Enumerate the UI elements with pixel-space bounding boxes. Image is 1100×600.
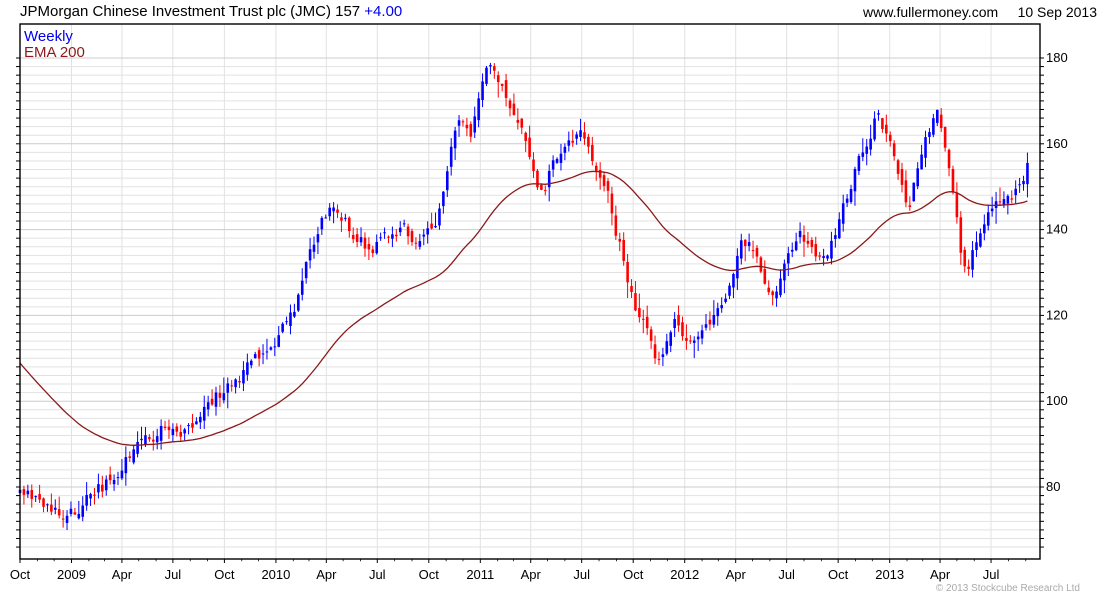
svg-text:Jul: Jul: [165, 567, 182, 582]
svg-text:Oct: Oct: [214, 567, 235, 582]
svg-text:Jul: Jul: [573, 567, 590, 582]
svg-text:Oct: Oct: [419, 567, 440, 582]
svg-text:140: 140: [1046, 222, 1068, 237]
svg-text:180: 180: [1046, 50, 1068, 65]
svg-text:Oct: Oct: [10, 567, 31, 582]
svg-text:2010: 2010: [261, 567, 290, 582]
svg-text:160: 160: [1046, 136, 1068, 151]
svg-text:2013: 2013: [875, 567, 904, 582]
svg-text:Apr: Apr: [112, 567, 133, 582]
svg-text:Oct: Oct: [623, 567, 644, 582]
svg-text:Apr: Apr: [316, 567, 337, 582]
svg-text:2009: 2009: [57, 567, 86, 582]
svg-text:120: 120: [1046, 307, 1068, 322]
svg-text:Apr: Apr: [930, 567, 951, 582]
svg-text:100: 100: [1046, 393, 1068, 408]
svg-text:80: 80: [1046, 479, 1060, 494]
svg-text:Jul: Jul: [983, 567, 1000, 582]
svg-text:2011: 2011: [466, 567, 494, 582]
svg-text:Jul: Jul: [778, 567, 795, 582]
svg-text:Jul: Jul: [369, 567, 386, 582]
svg-text:Apr: Apr: [521, 567, 542, 582]
svg-text:Apr: Apr: [726, 567, 747, 582]
svg-text:2012: 2012: [670, 567, 699, 582]
svg-text:Oct: Oct: [828, 567, 849, 582]
